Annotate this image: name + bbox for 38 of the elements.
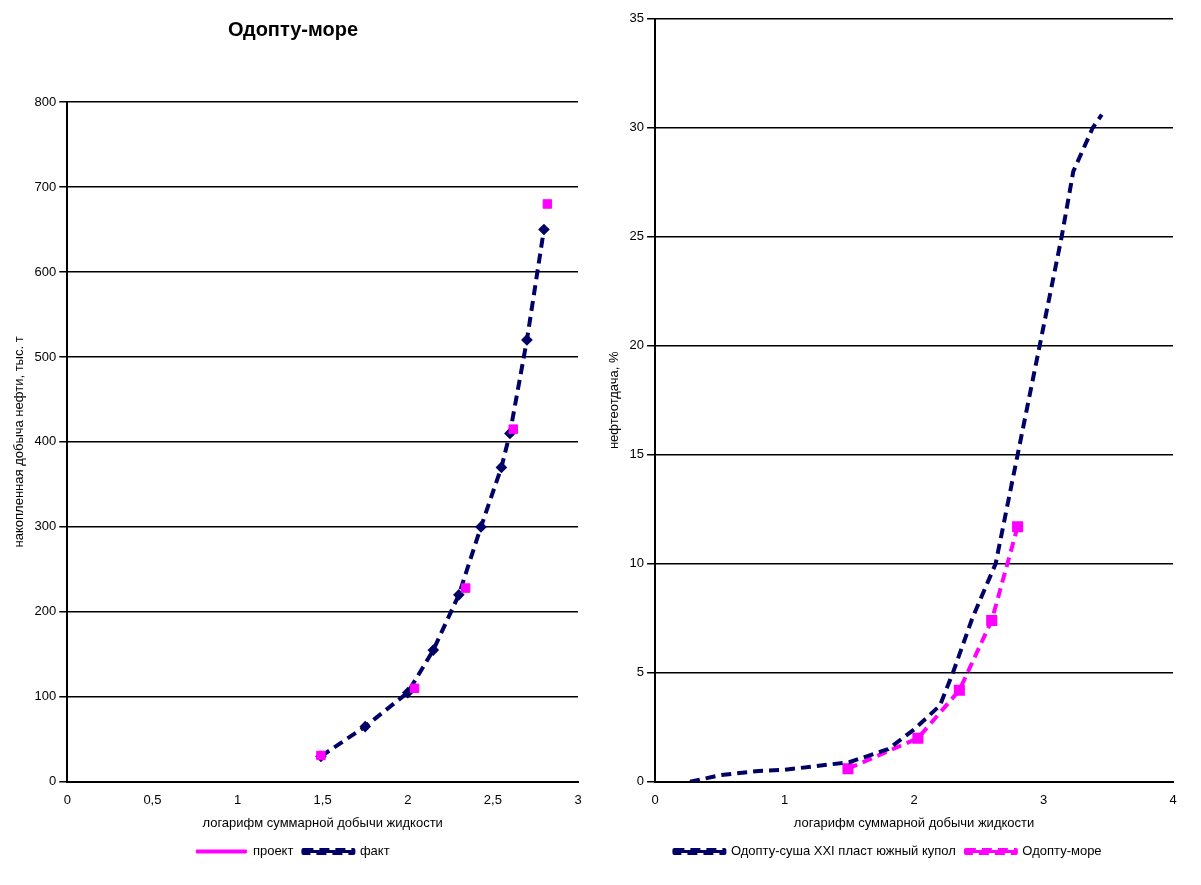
y-tick-label: 200 <box>34 603 57 619</box>
y-axis-title: нефтеотдача, % <box>606 351 622 450</box>
y-tick-label: 400 <box>34 433 57 449</box>
x-tick-label: 1 <box>233 792 242 808</box>
x-tick-label: 3 <box>1039 792 1048 808</box>
x-axis-title: логарифм суммарной добычи жидкости <box>202 814 443 830</box>
x-tick-label: 2,5 <box>483 792 502 808</box>
x-tick-label: 3 <box>574 792 582 808</box>
y-tick-label: 10 <box>629 555 645 571</box>
y-tick-label: 500 <box>34 348 57 364</box>
y-tick-label: 0 <box>636 773 645 789</box>
x-tick-label: 4 <box>1169 792 1177 808</box>
x-tick-label: 1 <box>780 792 789 808</box>
y-axis-title: накопленная добыча нефти, тыс. т <box>11 336 27 548</box>
x-tick-label: 0 <box>63 792 71 808</box>
y-tick-label: 35 <box>629 10 645 26</box>
legend-label: Одопту-море <box>1022 843 1102 859</box>
y-tick-label: 300 <box>34 518 57 534</box>
x-tick-label: 0 <box>651 792 659 808</box>
x-tick-label: 1,5 <box>313 792 332 808</box>
x-tick-label: 2 <box>910 792 918 808</box>
y-tick-label: 25 <box>629 228 645 244</box>
x-axis-title: логарифм суммарной добычи жидкости <box>793 814 1035 830</box>
x-tick-label: 0,5 <box>143 792 162 808</box>
legend-label: проект <box>252 843 294 859</box>
legend-label: факт <box>359 843 390 859</box>
y-tick-label: 30 <box>629 119 645 135</box>
legend-label: Одопту-суша XXI пласт южный купол <box>730 843 956 859</box>
y-tick-label: 700 <box>34 178 57 194</box>
y-tick-label: 800 <box>34 93 57 109</box>
y-tick-label: 600 <box>34 263 57 279</box>
y-tick-label: 15 <box>629 446 645 462</box>
y-tick-label: 0 <box>49 773 57 789</box>
chart-title: Одопту-море <box>227 17 359 40</box>
y-tick-label: 5 <box>636 664 645 680</box>
y-tick-label: 20 <box>629 337 645 353</box>
y-tick-label: 100 <box>34 688 57 704</box>
x-tick-label: 2 <box>404 792 412 808</box>
